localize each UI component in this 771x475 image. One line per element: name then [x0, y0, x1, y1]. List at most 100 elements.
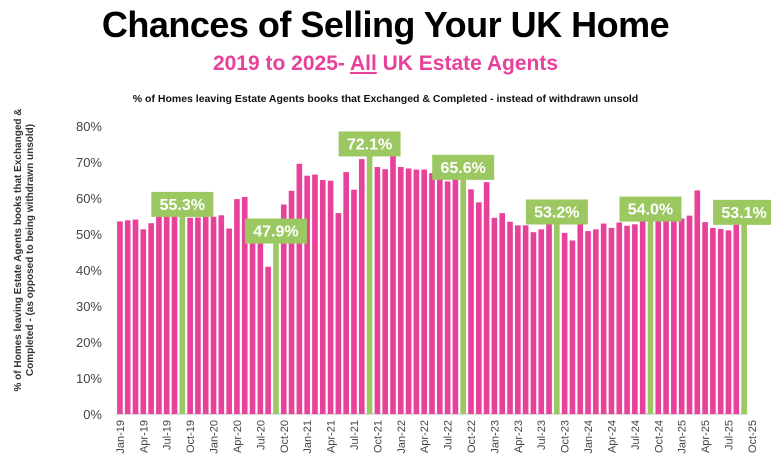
x-tick-label: Apr-25 [700, 420, 712, 453]
subtitle-emphasis: All [349, 52, 377, 75]
bar [429, 173, 435, 414]
data-label-box [713, 199, 771, 225]
bar [335, 213, 342, 414]
bar [358, 159, 365, 414]
x-tick-label: Apr-22 [419, 420, 431, 453]
bar [148, 223, 154, 414]
bar [343, 172, 349, 414]
bar [249, 227, 256, 414]
bar [397, 167, 404, 414]
x-tick-label: Oct-25 [747, 420, 759, 453]
bar [218, 215, 225, 414]
x-tick-label: Jan-22 [396, 420, 408, 454]
data-label: 55.3% [160, 197, 205, 214]
x-tick-label: Apr-24 [606, 420, 618, 453]
bar [265, 266, 271, 414]
highlight-bar [273, 241, 279, 414]
x-tick-label: Jan-20 [209, 420, 221, 454]
y-tick-label: 40% [76, 263, 102, 278]
data-label-box [151, 191, 214, 217]
x-tick-label: Oct-24 [653, 420, 665, 453]
bar [413, 169, 420, 414]
bar [436, 171, 443, 414]
bar [694, 190, 701, 414]
bar [678, 218, 685, 414]
x-tick-label: Apr-20 [232, 420, 244, 453]
bar [616, 222, 623, 414]
bar [288, 190, 295, 414]
y-tick-label: 60% [76, 191, 102, 206]
bar [569, 240, 576, 414]
chart-title: Chances of Selling Your UK Home [101, 4, 670, 45]
bar [421, 169, 428, 414]
x-tick-label: Jul-19 [162, 420, 174, 450]
bar [600, 223, 607, 414]
y-tick-label: 70% [76, 155, 102, 170]
x-tick-label: Oct-22 [466, 420, 478, 453]
bar [733, 213, 740, 414]
bar [577, 206, 584, 414]
bar [444, 181, 451, 414]
x-tick-label: Oct-23 [560, 420, 572, 453]
bar [163, 214, 170, 414]
bar [491, 217, 498, 414]
bar [546, 220, 552, 414]
bar [234, 199, 240, 414]
x-tick-label: Jul-25 [723, 420, 735, 450]
bar [499, 213, 506, 414]
bar [522, 225, 529, 414]
bar [507, 221, 513, 414]
bar [639, 212, 646, 414]
bar [327, 180, 334, 414]
bar [124, 220, 131, 414]
y-tick-label: 10% [76, 371, 102, 386]
y-tick-label: 50% [76, 227, 102, 242]
data-label: 47.9% [253, 224, 298, 241]
bar [156, 213, 162, 414]
bar [655, 221, 662, 414]
y-tick-label: 80% [76, 119, 102, 134]
data-label: 65.6% [441, 160, 486, 177]
bar [312, 174, 318, 414]
x-tick-label: Oct-19 [185, 420, 197, 453]
bar [257, 236, 264, 414]
bar [476, 202, 482, 414]
highlight-bar [366, 154, 373, 414]
bar [632, 224, 638, 414]
data-label-box [338, 131, 401, 157]
bar [593, 229, 599, 414]
bar [241, 196, 248, 414]
bar [686, 215, 693, 414]
x-tick-label: Jul-20 [255, 420, 267, 450]
bar [624, 225, 630, 414]
bar [710, 227, 716, 414]
highlight-bar [647, 219, 654, 414]
bar [585, 231, 591, 414]
bar [702, 222, 708, 414]
x-tick-label: Jan-21 [302, 420, 314, 454]
bar [483, 182, 490, 414]
data-label-box [432, 154, 495, 180]
highlight-bar [179, 214, 186, 414]
bar [210, 216, 217, 414]
bar [226, 228, 232, 414]
x-tick-label: Oct-20 [279, 420, 291, 453]
x-tick-label: Jul-23 [536, 420, 548, 450]
x-tick-label: Jan-19 [115, 420, 127, 454]
bar [382, 169, 388, 414]
subtitle-suffix: UK Estate Agents [376, 52, 559, 75]
bar [304, 175, 310, 414]
x-tick-label: Apr-23 [513, 420, 525, 453]
bar [452, 174, 459, 414]
bar [171, 205, 178, 414]
data-label-box [525, 199, 588, 225]
bar [561, 232, 568, 414]
bar [319, 180, 326, 414]
bar [717, 228, 724, 414]
bar [202, 196, 209, 414]
bar [515, 225, 521, 414]
x-tick-label: Oct-21 [372, 420, 384, 453]
data-label: 53.1% [721, 205, 766, 222]
bar [663, 219, 669, 414]
bar [117, 221, 123, 414]
